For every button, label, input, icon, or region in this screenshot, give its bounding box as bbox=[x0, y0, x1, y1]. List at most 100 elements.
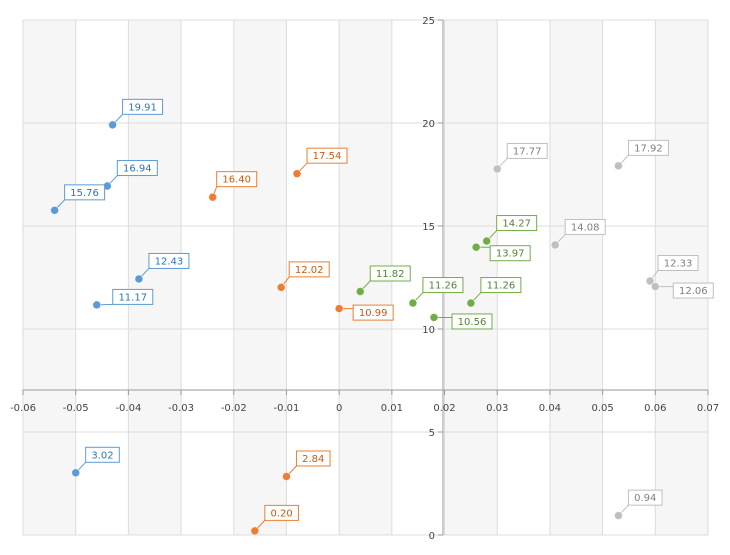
data-label-box bbox=[85, 446, 120, 463]
data-label: 12.06 bbox=[679, 286, 708, 297]
data-point bbox=[614, 161, 623, 171]
data-label: 12.33 bbox=[664, 259, 693, 270]
data-label-box bbox=[564, 218, 606, 235]
x-tick-label: 0.03 bbox=[486, 403, 508, 414]
data-label: 14.08 bbox=[571, 222, 600, 233]
data-label: 12.02 bbox=[295, 265, 324, 276]
data-label-box bbox=[64, 184, 106, 201]
data-point bbox=[492, 164, 502, 174]
data-label: 0.20 bbox=[271, 508, 293, 519]
data-label-box bbox=[112, 288, 154, 305]
data-label-box bbox=[216, 171, 258, 188]
data-point bbox=[250, 526, 260, 536]
y-tick-label: 0 bbox=[429, 531, 435, 542]
x-tick-label: 0 bbox=[336, 403, 342, 414]
x-tick-label: -0.06 bbox=[10, 403, 36, 414]
data-point bbox=[208, 192, 218, 202]
data-points bbox=[50, 120, 660, 536]
x-tick-label: 0.06 bbox=[644, 403, 666, 414]
data-point bbox=[282, 472, 291, 481]
grid-band bbox=[23, 20, 76, 535]
data-label-box bbox=[369, 265, 411, 282]
data-point bbox=[482, 236, 492, 246]
data-label-box bbox=[148, 252, 190, 269]
data-point bbox=[614, 511, 623, 521]
grid-band bbox=[233, 20, 287, 535]
data-point bbox=[50, 205, 60, 215]
data-label: 2.84 bbox=[302, 454, 324, 465]
x-tick-label: 0.01 bbox=[381, 403, 403, 414]
data-point bbox=[550, 240, 560, 250]
data-point bbox=[71, 468, 81, 478]
data-label-box bbox=[295, 450, 331, 467]
alternating-bands bbox=[23, 20, 708, 535]
data-label: 16.94 bbox=[123, 164, 152, 175]
data-label-box bbox=[306, 147, 348, 164]
data-label-box bbox=[627, 489, 663, 506]
data-label: 14.27 bbox=[502, 219, 531, 230]
data-label: 10.56 bbox=[458, 317, 487, 328]
data-point bbox=[466, 298, 476, 308]
data-point bbox=[108, 120, 117, 130]
data-point bbox=[92, 300, 102, 310]
data-label-box bbox=[422, 277, 464, 294]
data-point bbox=[134, 274, 144, 284]
data-label-box bbox=[480, 277, 522, 294]
data-label: 3.02 bbox=[91, 450, 113, 461]
data-label: 13.97 bbox=[496, 249, 525, 260]
data-point bbox=[276, 282, 286, 292]
data-label-box bbox=[451, 313, 493, 330]
y-tick-labels: 0 5 10 15 20 25 bbox=[422, 16, 435, 542]
data-point bbox=[334, 304, 344, 314]
grid-band bbox=[655, 20, 708, 535]
data-label-box bbox=[352, 304, 394, 321]
x-tick-label: 0.07 bbox=[697, 403, 719, 414]
data-label-box bbox=[122, 98, 164, 115]
data-label-box bbox=[672, 282, 714, 299]
data-label: 19.91 bbox=[128, 102, 157, 113]
x-tick-label: -0.02 bbox=[221, 403, 247, 414]
x-tick-label: 0.04 bbox=[539, 403, 561, 414]
data-label: 11.17 bbox=[118, 292, 147, 303]
data-label: 11.26 bbox=[429, 281, 458, 292]
data-label-box bbox=[627, 139, 669, 156]
x-tick-label: -0.01 bbox=[274, 403, 300, 414]
data-point bbox=[408, 298, 418, 308]
data-label-box bbox=[288, 261, 330, 278]
y-tick-label: 20 bbox=[422, 119, 435, 130]
data-point bbox=[429, 313, 439, 322]
data-label: 10.99 bbox=[359, 308, 388, 319]
grid-band bbox=[549, 20, 603, 535]
data-label: 15.76 bbox=[70, 188, 99, 199]
data-point bbox=[471, 242, 481, 252]
data-point bbox=[355, 287, 365, 296]
data-label: 16.40 bbox=[222, 175, 251, 186]
data-label-box bbox=[506, 142, 548, 159]
data-label: 11.82 bbox=[376, 269, 405, 280]
x-tick-label: 0.02 bbox=[433, 403, 455, 414]
x-tick-label: -0.04 bbox=[115, 403, 141, 414]
data-label-box bbox=[657, 255, 699, 272]
data-label-box bbox=[489, 245, 531, 262]
data-label: 11.26 bbox=[487, 281, 516, 292]
x-tick-label: -0.03 bbox=[168, 403, 194, 414]
data-label-box bbox=[264, 504, 299, 521]
data-point bbox=[292, 169, 302, 179]
y-tick-label: 5 bbox=[429, 428, 435, 439]
data-point bbox=[645, 276, 655, 286]
data-label: 17.77 bbox=[513, 146, 542, 157]
y-tick-label: 10 bbox=[422, 325, 435, 336]
data-label: 12.43 bbox=[155, 256, 184, 267]
x-tick-label: -0.05 bbox=[63, 403, 89, 414]
data-point bbox=[650, 282, 660, 291]
data-labels: 19.91 16.94 15.76 12.43 11.17 3.02 17.54 16.40 1… bbox=[64, 98, 714, 521]
x-tick-labels: -0.06 -0.05 -0.04 -0.03 -0.02 -0.01 0 0.01 0.02 0… bbox=[10, 403, 719, 414]
y-tick-label: 15 bbox=[422, 222, 435, 233]
data-label: 17.92 bbox=[634, 143, 663, 154]
data-label-box bbox=[116, 160, 158, 177]
x-tick-label: 0.05 bbox=[591, 403, 613, 414]
data-label-box bbox=[496, 215, 538, 232]
data-label: 0.94 bbox=[634, 493, 656, 504]
